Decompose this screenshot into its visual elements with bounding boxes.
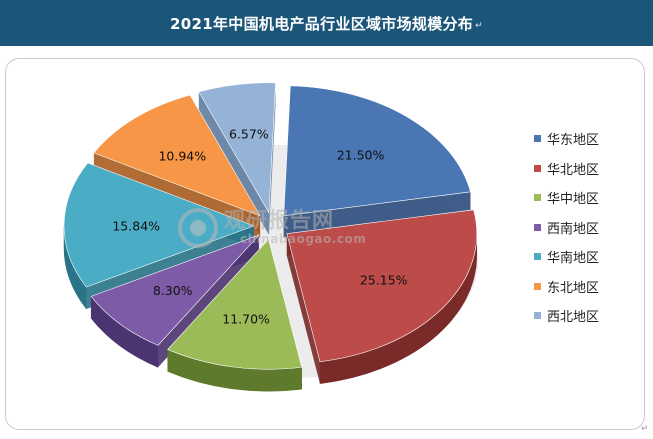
slice-side	[283, 191, 471, 238]
legend-swatch	[534, 164, 541, 172]
pie-slice	[283, 85, 471, 238]
data-label: 21.50%	[337, 148, 385, 163]
legend-label: 华东地区	[547, 133, 600, 149]
legend-label: 华北地区	[547, 162, 600, 178]
legend-label: 西南地区	[547, 221, 600, 237]
legend-label: 东北地区	[547, 280, 600, 296]
data-label: 11.70%	[222, 311, 270, 326]
slice-top	[167, 238, 303, 370]
legend-swatch	[534, 282, 541, 290]
pie-slice	[198, 82, 276, 235]
slice-top	[93, 94, 261, 217]
slice-top	[283, 85, 471, 217]
corner-return-mark: ↵	[641, 424, 649, 434]
legend-item: 西南地区	[534, 213, 644, 243]
slice-top	[198, 82, 276, 214]
legend-item: 华中地区	[534, 183, 644, 213]
title-return-mark: ↵	[475, 21, 483, 31]
legend-swatch	[534, 194, 541, 202]
legend-label: 华南地区	[547, 251, 600, 267]
legend-item: 华北地区	[534, 154, 644, 184]
data-label: 15.84%	[112, 218, 160, 233]
slice-top	[63, 162, 255, 288]
chart-title: 2021年中国机电产品行业区域市场规模分布	[170, 14, 474, 33]
chart-title-bar: 2021年中国机电产品行业区域市场规模分布 ↵	[0, 0, 653, 46]
legend-label: 西北地区	[547, 310, 600, 326]
data-label: 10.94%	[158, 148, 206, 163]
slice-top	[286, 209, 478, 363]
pie-slice	[286, 209, 478, 384]
legend-swatch	[534, 135, 541, 143]
legend-swatch	[534, 253, 541, 261]
legend-swatch	[534, 312, 541, 320]
legend-swatch	[534, 223, 541, 231]
slice-side	[198, 91, 269, 235]
data-label: 6.57%	[229, 126, 269, 141]
legend-item: 西北地区	[534, 301, 644, 331]
legend-label: 华中地区	[547, 192, 600, 208]
pie-slice	[167, 238, 303, 392]
data-label: 25.15%	[360, 273, 408, 288]
data-label: 8.30%	[153, 283, 193, 298]
slice-top	[90, 234, 260, 346]
legend-item: 华南地区	[534, 242, 644, 272]
chart-legend: 华东地区华北地区华中地区西南地区华南地区东北地区西北地区	[534, 124, 644, 331]
slice-side	[286, 233, 320, 384]
legend-item: 华东地区	[534, 124, 644, 154]
legend-item: 东北地区	[534, 272, 644, 302]
